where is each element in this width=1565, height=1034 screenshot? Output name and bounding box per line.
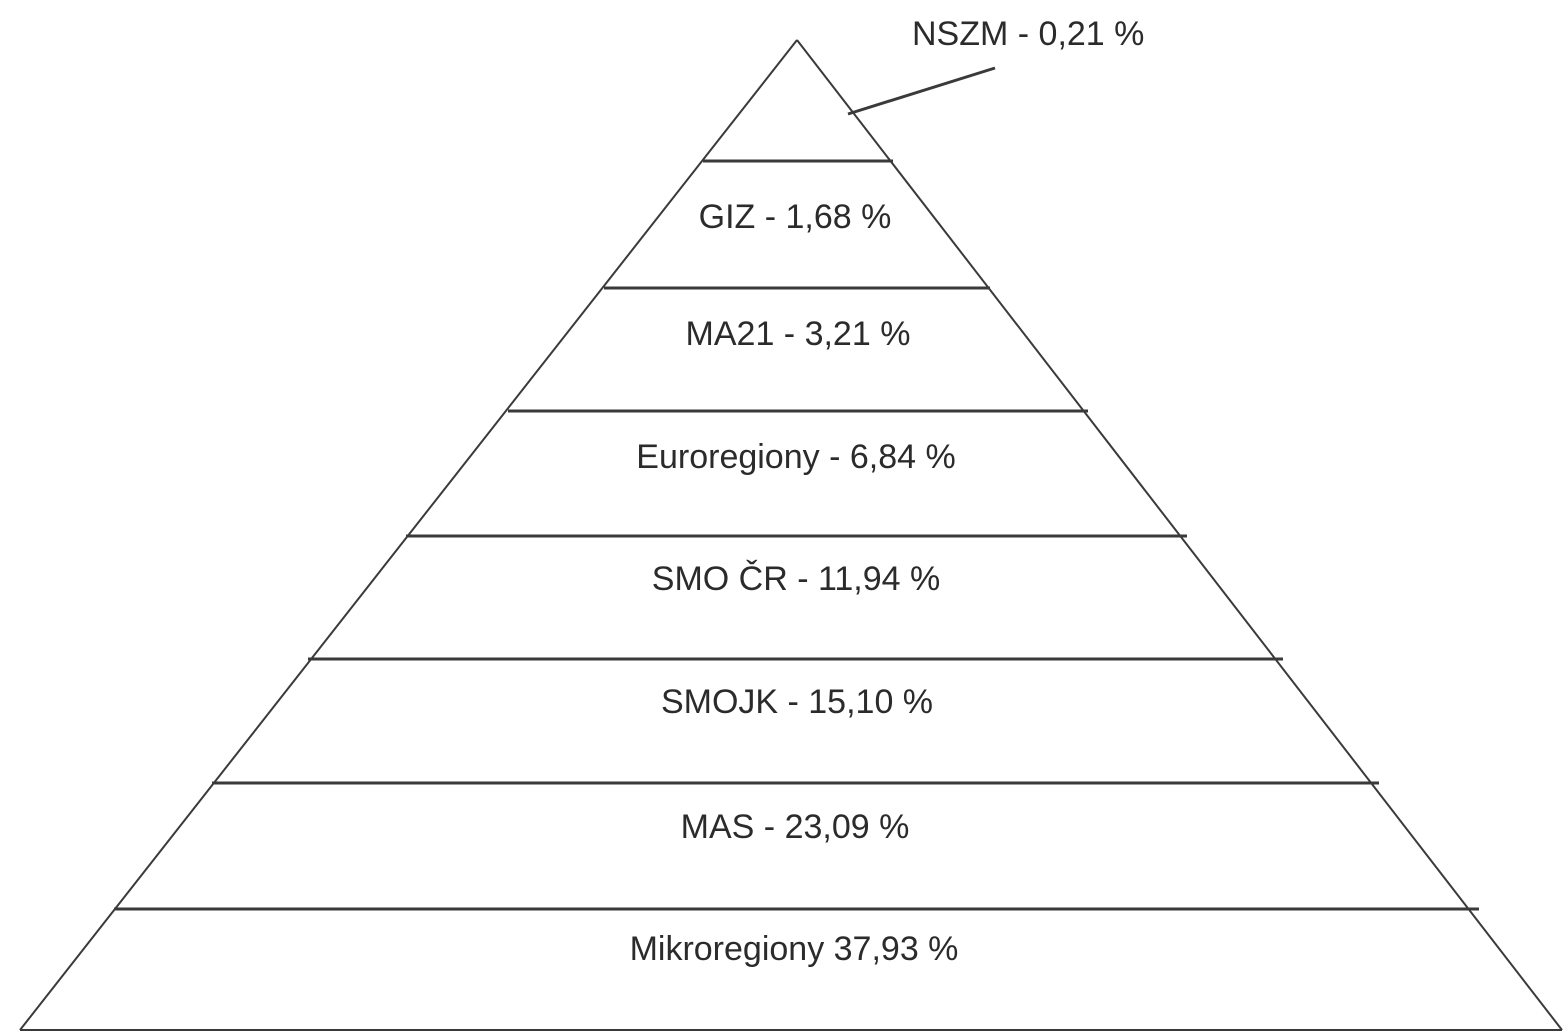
tier-label-smo-cr: SMO ČR - 11,94 % xyxy=(652,560,940,598)
tier-label-smojk: SMOJK - 15,10 % xyxy=(661,683,933,721)
tier-label-giz: GIZ - 1,68 % xyxy=(699,198,892,236)
nszm-leader-line xyxy=(847,66,996,116)
tier-label-mikroregiony: Mikroregiony 37,93 % xyxy=(630,930,959,968)
tier-label-nszm: NSZM - 0,21 % xyxy=(912,15,1144,53)
tier-label-ma21: MA21 - 3,21 % xyxy=(686,315,911,353)
tier-label-mas: MAS - 23,09 % xyxy=(681,808,910,846)
tier-label-euroregiony: Euroregiony - 6,84 % xyxy=(636,438,955,476)
